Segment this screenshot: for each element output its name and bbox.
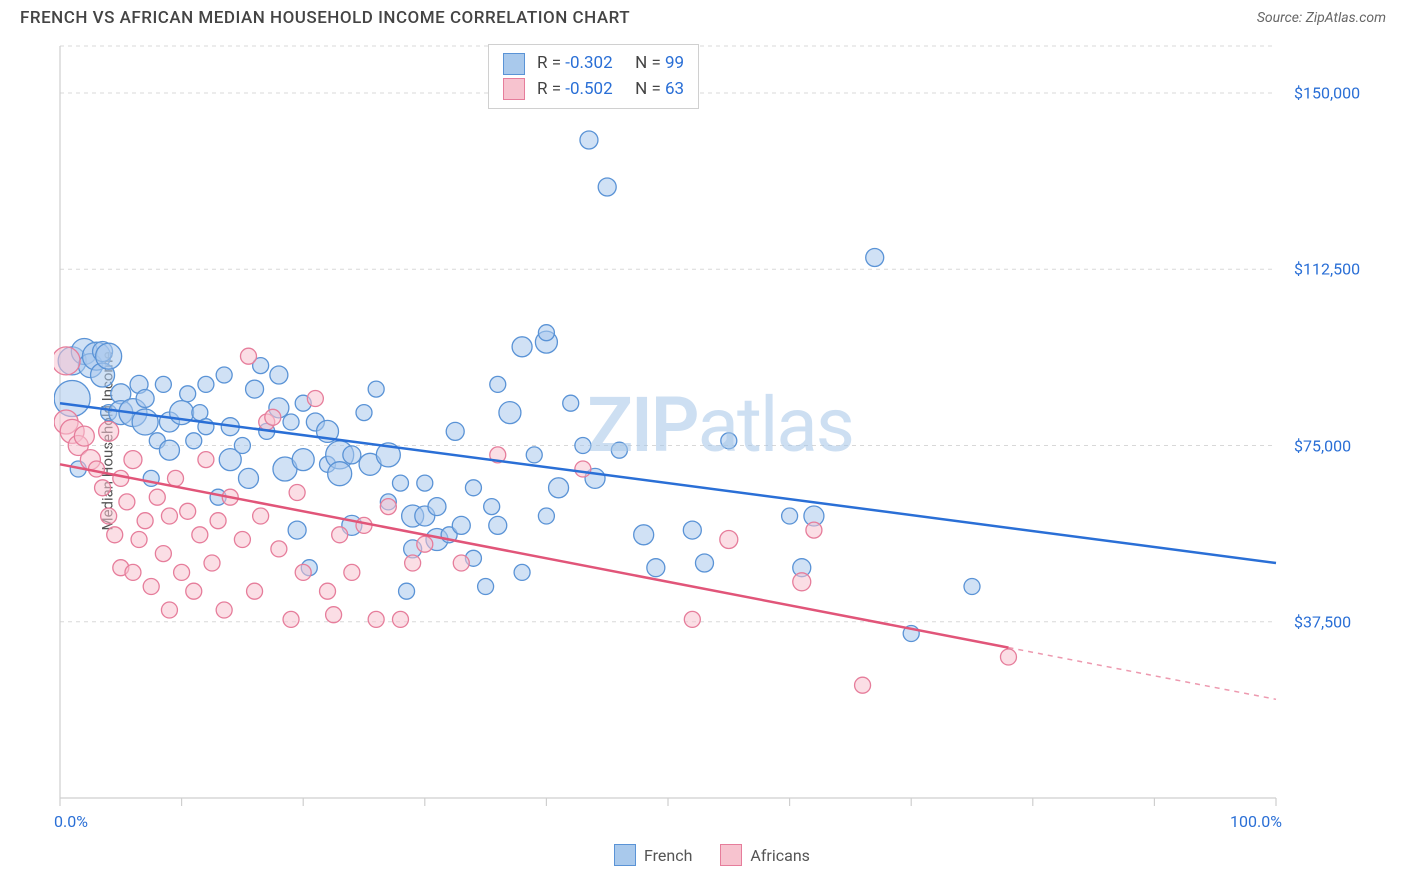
swatch-icon xyxy=(720,844,742,866)
chart-area: Median Household Income ZIPatlas R = -0.… xyxy=(54,40,1386,842)
correlation-legend: R = -0.302 N = 99 R = -0.502 N = 63 xyxy=(488,44,699,109)
swatch-icon xyxy=(503,53,525,75)
series-legend: French Africans xyxy=(614,844,810,866)
y-tick-label: $112,500 xyxy=(1294,260,1360,279)
x-tick-label: 0.0% xyxy=(54,812,88,831)
scatter-plot xyxy=(54,40,1386,842)
y-tick-label: $37,500 xyxy=(1294,612,1351,631)
legend-item-french: French xyxy=(614,844,692,866)
swatch-icon xyxy=(614,844,636,866)
source-label: Source: ZipAtlas.com xyxy=(1257,10,1386,26)
legend-row-french: R = -0.302 N = 99 xyxy=(503,51,684,77)
swatch-icon xyxy=(503,78,525,100)
legend-row-africans: R = -0.502 N = 63 xyxy=(503,77,684,103)
legend-item-africans: Africans xyxy=(720,844,809,866)
chart-title: FRENCH VS AFRICAN MEDIAN HOUSEHOLD INCOM… xyxy=(20,8,630,28)
x-tick-label: 100.0% xyxy=(1230,812,1282,831)
y-tick-label: $150,000 xyxy=(1294,84,1360,103)
y-tick-label: $75,000 xyxy=(1294,436,1351,455)
